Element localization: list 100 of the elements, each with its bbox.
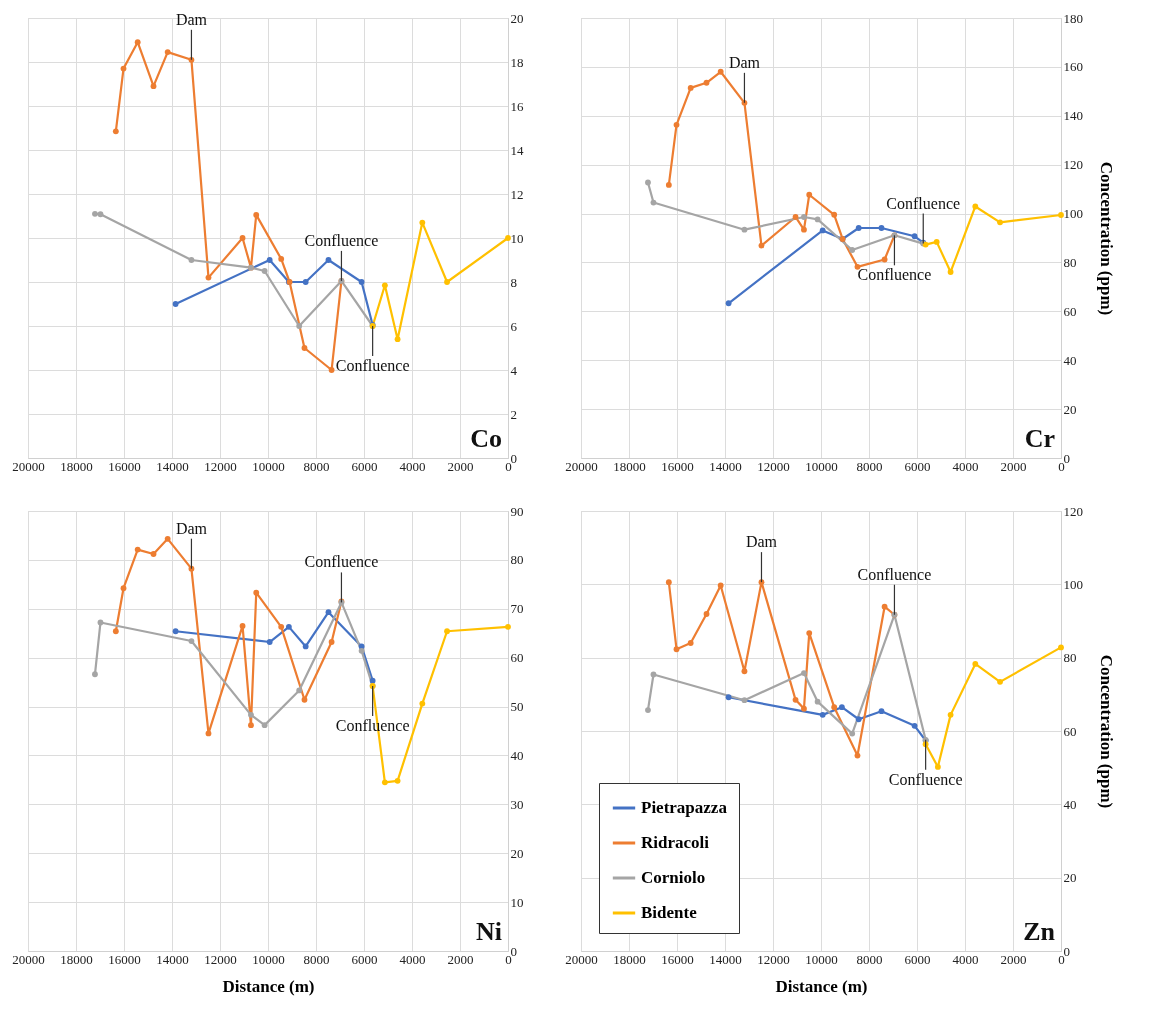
annotation: Confluence <box>857 565 932 583</box>
point <box>97 211 104 218</box>
point <box>266 639 273 645</box>
point <box>285 623 292 630</box>
point <box>261 268 268 274</box>
y-axis-title: Concentration (ppm) <box>1097 161 1116 316</box>
point <box>120 585 127 592</box>
x-tick-label: 12000 <box>757 458 790 474</box>
point <box>239 235 246 241</box>
y-tick-label: 40 <box>1063 352 1077 368</box>
x-tick-label: 2000 <box>1000 951 1027 967</box>
point <box>394 336 401 343</box>
point <box>947 269 954 275</box>
y-tick-label: 20 <box>1063 401 1077 417</box>
point <box>806 191 813 198</box>
y-tick-label: 100 <box>1063 206 1083 222</box>
y-tick-label: 100 <box>1063 576 1083 592</box>
x-axis-title: Distance (m) <box>775 976 868 996</box>
point <box>855 716 862 723</box>
point <box>278 255 285 262</box>
point <box>703 79 710 86</box>
x-tick-label: 8000 <box>856 951 883 967</box>
y-tick-label: 80 <box>1063 650 1077 666</box>
point <box>1058 212 1064 218</box>
point <box>911 722 918 729</box>
annotation: Confluence <box>335 357 410 374</box>
x-tick-label: 2000 <box>447 458 474 474</box>
y-tick-label: 4 <box>510 362 518 378</box>
x-tick-label: 18000 <box>613 951 646 967</box>
x-tick-label: 4000 <box>399 458 426 474</box>
annotation: Dam <box>175 519 208 537</box>
y-tick-label: 160 <box>1063 59 1083 75</box>
point <box>650 671 657 678</box>
point <box>881 256 888 263</box>
point <box>120 65 127 72</box>
y-tick-label: 60 <box>1063 303 1077 319</box>
x-tick-label: 10000 <box>252 951 285 967</box>
point <box>687 640 694 646</box>
x-tick-label: 20000 <box>565 458 598 474</box>
point <box>650 199 657 206</box>
x-tick-label: 6000 <box>904 458 931 474</box>
point <box>253 211 260 218</box>
x-tick-label: 18000 <box>60 458 93 474</box>
x-tick-label: 16000 <box>108 951 141 967</box>
y-tick-label: 40 <box>1063 796 1077 812</box>
point <box>838 704 845 711</box>
point <box>172 628 179 635</box>
y-tick-label: 60 <box>510 650 524 666</box>
x-tick-label: 4000 <box>399 951 426 967</box>
x-tick-label: 16000 <box>661 458 694 474</box>
point <box>328 367 335 373</box>
x-axis-title: Distance (m) <box>222 976 315 996</box>
x-tick-label: 8000 <box>856 458 883 474</box>
point <box>819 711 826 718</box>
text: Zn <box>1023 917 1056 946</box>
x-tick-label: 12000 <box>204 951 237 967</box>
y-tick-label: 50 <box>510 699 524 715</box>
point <box>381 779 388 786</box>
point <box>881 603 888 610</box>
y-tick-label: 80 <box>510 552 524 568</box>
point <box>997 219 1003 226</box>
point <box>239 622 246 629</box>
point <box>717 582 724 589</box>
point <box>381 282 388 289</box>
point <box>849 730 856 737</box>
point <box>301 345 308 351</box>
point <box>205 274 212 281</box>
x-tick-label: 4000 <box>952 951 979 967</box>
y-tick-label: 20 <box>510 10 524 26</box>
y-tick-label: 10 <box>510 230 524 246</box>
point <box>394 777 401 784</box>
y-tick-label: 180 <box>1063 10 1083 26</box>
point <box>301 696 308 703</box>
point <box>806 630 813 637</box>
annotation: Confluence <box>304 553 379 571</box>
point <box>328 639 335 645</box>
point <box>188 257 195 263</box>
point <box>92 210 98 217</box>
point <box>369 677 376 684</box>
point <box>112 128 119 135</box>
point <box>665 579 672 586</box>
x-tick-label: 10000 <box>805 951 838 967</box>
y-tick-label: 120 <box>1063 157 1083 173</box>
x-tick-label: 10000 <box>252 458 285 474</box>
x-tick-label: 6000 <box>904 951 931 967</box>
y-tick-label: 140 <box>1063 108 1083 124</box>
point <box>878 225 885 231</box>
annotation: Dam <box>745 533 778 551</box>
y-tick-label: 8 <box>510 274 517 290</box>
legend-label: Corniolo <box>641 868 706 887</box>
point <box>205 730 212 737</box>
point <box>172 301 179 307</box>
point <box>703 611 710 617</box>
y-tick-label: 14 <box>510 142 524 158</box>
point <box>911 233 918 240</box>
point <box>419 700 426 707</box>
point <box>972 660 979 667</box>
point <box>741 668 748 675</box>
y-tick-label: 20 <box>510 845 524 861</box>
point <box>831 211 838 218</box>
